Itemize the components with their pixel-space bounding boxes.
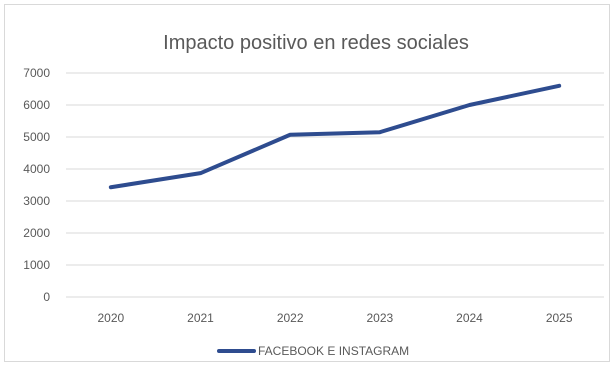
y-tick-label: 5000 — [23, 130, 50, 144]
x-tick-label: 2024 — [456, 311, 483, 325]
series-lines — [108, 83, 562, 190]
legend-label: FACEBOOK E INSTAGRAM — [258, 344, 409, 358]
y-tick-label: 2000 — [23, 226, 50, 240]
x-tick-label: 2020 — [97, 311, 124, 325]
y-tick-label: 7000 — [23, 66, 50, 80]
y-tick-label: 4000 — [23, 162, 50, 176]
y-tick-label: 0 — [43, 290, 50, 304]
series-line — [108, 83, 562, 190]
chart-title: Impacto positivo en redes sociales — [163, 32, 469, 54]
x-tick-label: 2023 — [366, 311, 393, 325]
x-axis-ticks: 2020 2021 2022 2023 2024 2025 — [97, 311, 572, 325]
y-tick-label: 3000 — [23, 194, 50, 208]
chart-frame — [4, 4, 610, 362]
y-tick-label: 1000 — [23, 258, 50, 272]
x-tick-label: 2025 — [546, 311, 573, 325]
legend: FACEBOOK E INSTAGRAM — [217, 344, 409, 358]
y-axis-ticks: 0 1000 2000 3000 4000 5000 6000 7000 — [23, 66, 50, 304]
grid-lines — [66, 72, 604, 298]
x-tick-label: 2021 — [187, 311, 214, 325]
y-tick-label: 6000 — [23, 98, 50, 112]
x-tick-label: 2022 — [277, 311, 304, 325]
